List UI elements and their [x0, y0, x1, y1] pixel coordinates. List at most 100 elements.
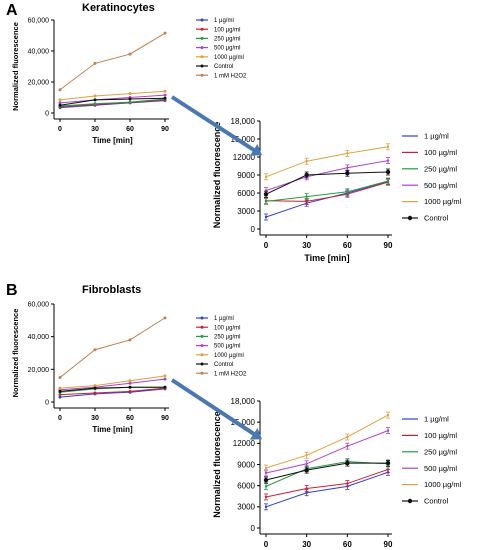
chart-1-x-tick-label: 0: [58, 126, 62, 133]
zoom-arrow-a-head: [249, 143, 263, 156]
chart-4-point: [386, 468, 390, 471]
panel-title-keratinocytes: Keratinocytes: [82, 2, 155, 14]
chart-4-point: [385, 460, 391, 466]
chart-4-point: [305, 454, 308, 457]
chart-1-point: [128, 52, 132, 56]
chart-3-legend-marker: [200, 344, 204, 348]
chart-4-point: [264, 495, 268, 499]
chart-1-legend-marker: [200, 73, 204, 77]
chart-3-legend-marker: [200, 353, 204, 357]
chart-3-y-tick-label: 0: [45, 399, 49, 406]
chart-1-legend-label: 1 µg/ml: [214, 18, 234, 24]
chart-2-point: [304, 172, 309, 178]
chart-3-point: [58, 389, 62, 393]
chart-1-legend-label: 500 µg/ml: [214, 46, 240, 52]
chart-3-point: [128, 389, 132, 393]
chart-3-point: [128, 338, 132, 342]
chart-1-series-line: [59, 94, 166, 104]
chart-1-point: [58, 98, 62, 102]
chart-1-point: [58, 88, 62, 92]
chart-4-point: [264, 471, 268, 475]
zoom-arrow-a-shaft: [170, 95, 259, 154]
chart-4-point: [305, 491, 308, 494]
chart-2-y-tick-label: 0: [251, 225, 256, 234]
chart-2-point: [386, 179, 390, 183]
chart-1-point: [163, 96, 167, 100]
chart-3-point: [163, 316, 167, 320]
chart-4-y-tick-label: 15,000: [231, 418, 256, 427]
chart-1-series-line: [59, 99, 166, 108]
chart-4-point: [346, 482, 349, 485]
chart-1-x-tick-label: 30: [91, 126, 99, 133]
chart-3-x-tick-label: 90: [161, 415, 169, 422]
chart-1-legend-marker: [200, 36, 204, 40]
chart-3-legend-marker: [200, 325, 204, 329]
chart-1-point: [58, 103, 62, 107]
chart-3-legend-marker: [200, 316, 204, 320]
chart-1-series-line: [59, 100, 166, 109]
chart-1-point: [163, 89, 167, 93]
chart-1-x-axis-label: Time [min]: [92, 136, 133, 145]
chart-1-point: [93, 98, 97, 102]
chart-3-legend-label: 250 µg/ml: [214, 335, 240, 341]
chart-4-point: [346, 444, 349, 448]
chart-3-y-tick-label: 20,000: [28, 367, 50, 374]
chart-2-series-line: [265, 171, 389, 195]
chart-3-point: [58, 395, 62, 399]
chart-2-point: [346, 152, 349, 155]
chart-2-legend-label: 250 µg/ml: [424, 164, 457, 173]
chart-3-series-line: [59, 387, 166, 396]
chart-3-series-line: [59, 388, 166, 398]
chart-4-series-line: [265, 462, 388, 481]
chart-3-point: [163, 385, 167, 389]
chart-2-point: [264, 200, 268, 203]
chart-1-point: [58, 101, 62, 105]
zoom-arrow-b-head: [249, 427, 263, 440]
chart-4-point: [264, 466, 268, 470]
chart-2-point: [345, 171, 350, 176]
chart-3-legend-marker: [200, 371, 204, 375]
chart-4-point: [264, 505, 268, 509]
chart-2-legend-label: Control: [424, 214, 449, 223]
chart-1-x-tick-label: 60: [126, 126, 134, 133]
chart-3-y-tick-label: 60,000: [28, 301, 50, 308]
chart-2-y-tick-label: 3000: [237, 207, 255, 216]
chart-4-y-tick-label: 6000: [237, 481, 255, 490]
chart-1-legend-marker: [200, 27, 204, 31]
chart-3-point: [128, 379, 132, 383]
chart-1-y-tick-label: 60,000: [28, 17, 50, 24]
chart-3-y-tick-label: 40,000: [28, 334, 50, 341]
chart-2-x-tick-label: 30: [302, 241, 311, 250]
chart-4-y-axis-label: Normalized fluorescence: [212, 411, 222, 518]
chart-3-point: [93, 386, 97, 390]
chart-3-point: [58, 393, 62, 397]
chart-2-x-tick-label: 0: [264, 241, 269, 250]
chart-3-legend-label: 1 mM H2O2: [214, 371, 247, 377]
chart-3-point: [163, 374, 167, 378]
chart-3-point: [128, 381, 132, 385]
chart-4-x-tick-label: 60: [343, 540, 352, 549]
chart-4-point: [386, 429, 390, 432]
panel-letter-a: A: [6, 2, 18, 19]
chart-1-y-axis-label: Normalized fluorescence: [11, 22, 20, 111]
chart-1-legend-label: Control: [214, 64, 233, 70]
chart-2-point: [305, 200, 308, 203]
chart-1-legend-marker: [200, 55, 204, 59]
chart-2-y-tick-label: 12000: [233, 153, 256, 162]
chart-2-y-tick-label: 18,000: [231, 117, 256, 126]
chart-1-legend-marker: [200, 64, 204, 68]
chart-1-y-tick-label: 0: [45, 110, 49, 117]
chart-4-legend-label: 1000 µg/ml: [424, 480, 462, 489]
chart-1-series-line: [59, 90, 166, 101]
chart-4-y-tick-label: 12000: [233, 439, 256, 448]
chart-3-legend-label: 100 µg/ml: [214, 325, 240, 331]
chart-2-point: [305, 160, 308, 163]
chart-3-point: [163, 377, 167, 381]
chart-1-legend-label: 100 µg/ml: [214, 27, 240, 33]
chart-2-series-line: [265, 146, 389, 178]
chart-4-series-line: [265, 461, 389, 487]
chart-4-point: [305, 487, 308, 490]
chart-3-legend-label: Control: [214, 362, 233, 368]
chart-2-series-line: [265, 180, 389, 202]
